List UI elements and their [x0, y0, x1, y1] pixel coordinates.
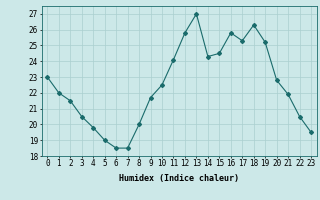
X-axis label: Humidex (Indice chaleur): Humidex (Indice chaleur)	[119, 174, 239, 183]
